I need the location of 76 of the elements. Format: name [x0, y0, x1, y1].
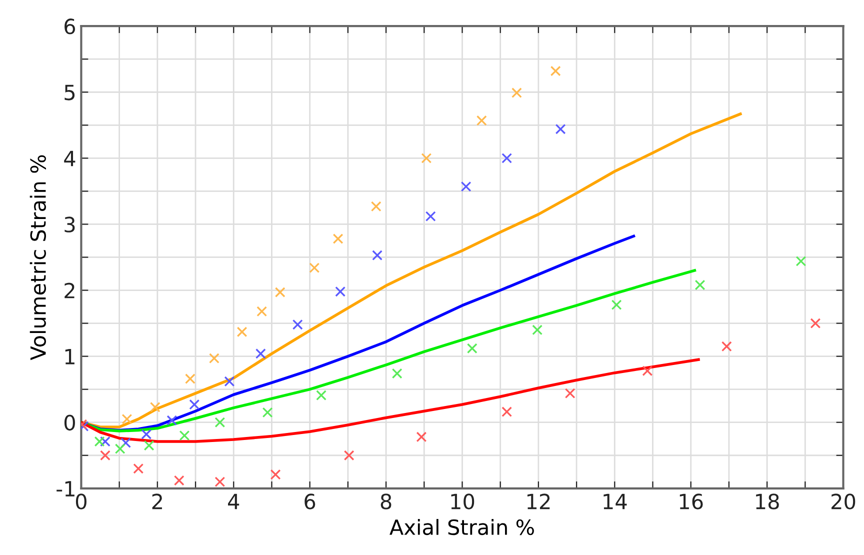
- point: [392, 368, 402, 379]
- point: [416, 432, 427, 442]
- x-tick-label: 18: [756, 494, 779, 510]
- point: [100, 450, 110, 461]
- point: [564, 388, 576, 399]
- point: [270, 469, 281, 480]
- point: [255, 348, 266, 359]
- y-tick-label: 1: [65, 349, 74, 364]
- x-tick-label: 16: [680, 494, 703, 510]
- point: [141, 429, 152, 440]
- point: [512, 88, 522, 98]
- point: [94, 436, 105, 447]
- point: [550, 66, 561, 76]
- point: [555, 124, 566, 134]
- point: [309, 262, 320, 274]
- y-tick-label: 6: [64, 18, 76, 34]
- point: [372, 250, 382, 260]
- x-tick-label: 20: [832, 494, 856, 510]
- point: [179, 430, 190, 441]
- x-tick-label: 4: [228, 494, 240, 510]
- x-axis-title: Axial Strain %: [390, 518, 534, 536]
- point: [694, 280, 706, 290]
- line-series: [81, 358, 700, 443]
- y-tick-label: 2: [64, 282, 74, 298]
- point: [120, 438, 132, 448]
- point: [274, 287, 286, 298]
- point: [344, 450, 354, 461]
- point: [236, 326, 248, 338]
- point: [214, 417, 226, 428]
- point: [292, 319, 303, 330]
- line-series: [81, 269, 696, 432]
- point: [214, 476, 226, 488]
- point: [256, 306, 268, 317]
- y-tick-label: -1: [56, 481, 74, 496]
- point: [184, 374, 196, 384]
- point: [174, 475, 184, 486]
- point: [100, 436, 110, 447]
- point: [224, 376, 235, 387]
- point: [332, 234, 344, 244]
- point: [611, 300, 622, 310]
- point: [370, 201, 382, 212]
- y-tick-label: 3: [64, 216, 75, 232]
- point: [335, 286, 346, 297]
- point: [466, 343, 478, 354]
- y-tick-label: 4: [64, 150, 76, 166]
- x-tick-label: 10: [451, 494, 474, 510]
- point: [796, 256, 806, 266]
- x-tick-label: 2: [152, 494, 162, 510]
- point: [133, 463, 144, 474]
- point: [114, 444, 126, 454]
- point: [502, 406, 512, 418]
- x-tick-label: 12: [527, 494, 550, 510]
- point: [150, 402, 160, 412]
- point: [262, 407, 273, 418]
- x-tick-label: 8: [380, 494, 392, 510]
- point: [122, 414, 132, 424]
- point: [316, 390, 326, 401]
- point: [208, 353, 220, 364]
- point: [166, 415, 178, 426]
- y-tick-label: 0: [64, 414, 75, 431]
- y-tick-label: 5: [64, 84, 75, 100]
- point: [460, 181, 472, 192]
- point: [532, 324, 543, 336]
- point: [502, 152, 512, 164]
- point: [425, 211, 436, 222]
- point: [476, 115, 487, 126]
- point: [642, 366, 653, 376]
- point: [810, 318, 821, 329]
- y-axis-title: Volumetric Strain %: [30, 155, 46, 360]
- point: [189, 399, 200, 410]
- x-tick-label: 6: [304, 494, 316, 510]
- point: [721, 341, 732, 352]
- point: [144, 440, 154, 451]
- x-tick-label: 14: [604, 494, 627, 510]
- point: [421, 152, 432, 164]
- x-tick-label: 0: [76, 494, 86, 510]
